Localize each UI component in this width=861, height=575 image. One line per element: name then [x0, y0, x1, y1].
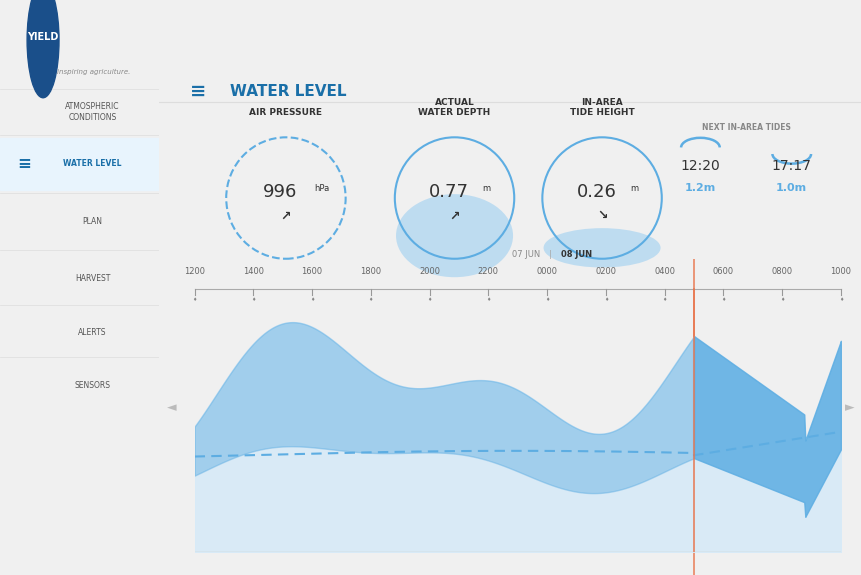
Text: ♦: ♦: [838, 297, 842, 302]
Text: ♦: ♦: [427, 297, 431, 302]
Text: ♦: ♦: [544, 297, 548, 302]
Text: 2000: 2000: [418, 267, 440, 277]
Text: 1.0m: 1.0m: [775, 183, 807, 193]
Text: ♦: ♦: [192, 297, 196, 302]
Text: 12:20: 12:20: [679, 159, 720, 173]
Text: ♦: ♦: [662, 297, 666, 302]
Text: ACTUAL
WATER DEPTH: ACTUAL WATER DEPTH: [418, 98, 490, 117]
Text: 08 JUN: 08 JUN: [561, 250, 592, 259]
Text: ♦: ♦: [310, 297, 314, 302]
Text: 0.26: 0.26: [576, 183, 616, 201]
Ellipse shape: [543, 228, 660, 267]
Text: WATER LEVEL: WATER LEVEL: [63, 159, 121, 168]
Text: ≡: ≡: [17, 155, 31, 173]
Text: HARVEST: HARVEST: [75, 274, 110, 283]
Text: ↘: ↘: [596, 209, 607, 223]
Text: 0000: 0000: [536, 267, 557, 277]
Text: ♦: ♦: [251, 297, 255, 302]
Text: AIR PRESSURE: AIR PRESSURE: [249, 108, 322, 117]
Text: 0400: 0400: [653, 267, 674, 277]
Text: 0200: 0200: [595, 267, 616, 277]
Text: NEXT IN-AREA TIDES: NEXT IN-AREA TIDES: [701, 122, 790, 132]
Bar: [0, 138, 159, 190]
Text: m: m: [482, 185, 490, 193]
Text: hPa: hPa: [313, 185, 329, 193]
Text: ATMOSPHERIC
CONDITIONS: ATMOSPHERIC CONDITIONS: [65, 102, 120, 122]
Text: 07 JUN: 07 JUN: [511, 250, 540, 259]
Text: 1.2m: 1.2m: [684, 183, 715, 193]
Text: m: m: [629, 185, 637, 193]
Text: ♦: ♦: [603, 297, 607, 302]
Text: 2200: 2200: [477, 267, 499, 277]
Text: 0800: 0800: [771, 267, 792, 277]
Text: 1400: 1400: [243, 267, 263, 277]
Text: 1600: 1600: [301, 267, 322, 277]
Text: ↗: ↗: [449, 209, 459, 223]
Text: ♦: ♦: [486, 297, 490, 302]
Text: ♦: ♦: [721, 297, 725, 302]
Text: ♦: ♦: [779, 297, 784, 302]
Text: ◄: ◄: [167, 401, 177, 415]
Text: PLAN: PLAN: [83, 217, 102, 226]
Text: 1200: 1200: [184, 267, 205, 277]
Text: ♦: ♦: [369, 297, 373, 302]
Text: WATER LEVEL: WATER LEVEL: [229, 85, 346, 99]
Text: ►: ►: [844, 401, 853, 415]
Text: 17:17: 17:17: [771, 159, 811, 173]
Text: 0.77: 0.77: [429, 183, 468, 201]
Text: ↗: ↗: [281, 209, 291, 223]
Text: 996: 996: [263, 183, 297, 201]
Circle shape: [27, 0, 59, 98]
Text: YIELD: YIELD: [28, 32, 59, 43]
Text: IN-AREA
TIDE HEIGHT: IN-AREA TIDE HEIGHT: [569, 98, 634, 117]
Text: ... inspiring agriculture.: ... inspiring agriculture.: [48, 69, 130, 75]
Text: ALERTS: ALERTS: [78, 328, 107, 337]
Text: 1800: 1800: [360, 267, 381, 277]
Text: 0600: 0600: [712, 267, 733, 277]
Text: |: |: [548, 250, 551, 259]
Ellipse shape: [395, 194, 512, 277]
Text: SENSORS: SENSORS: [74, 381, 110, 390]
Text: ≡: ≡: [189, 82, 206, 101]
Text: 1000: 1000: [829, 267, 851, 277]
